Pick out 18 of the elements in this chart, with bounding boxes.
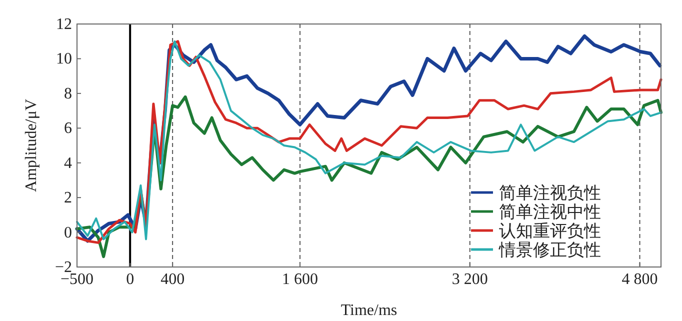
legend-label: 简单注视负性 [499, 184, 601, 202]
legend-label: 认知重评负性 [499, 222, 601, 240]
x-tick-label: 1 600 [282, 271, 318, 288]
y-tick-label: 6 [64, 120, 72, 138]
x-tick-label: 3 200 [452, 271, 488, 288]
y-tick-label: 0 [64, 224, 72, 242]
y-tick-label: 4 [64, 154, 72, 172]
x-tick-label: 0 [126, 271, 134, 288]
legend-label: 简单注视中性 [499, 202, 601, 222]
y-axis-title: Amplitude/μV [23, 98, 40, 192]
y-tick-label: 10 [56, 50, 72, 68]
y-tick-label: 2 [64, 190, 72, 207]
x-tick-label: 400 [160, 271, 185, 288]
x-tick-label: 4 800 [622, 271, 658, 288]
y-tick-label: 12 [56, 16, 72, 33]
x-axis-title: Time/ms [340, 302, 398, 319]
y-tick-label: 8 [64, 85, 72, 102]
legend-label: 情景修正负性 [498, 240, 601, 260]
